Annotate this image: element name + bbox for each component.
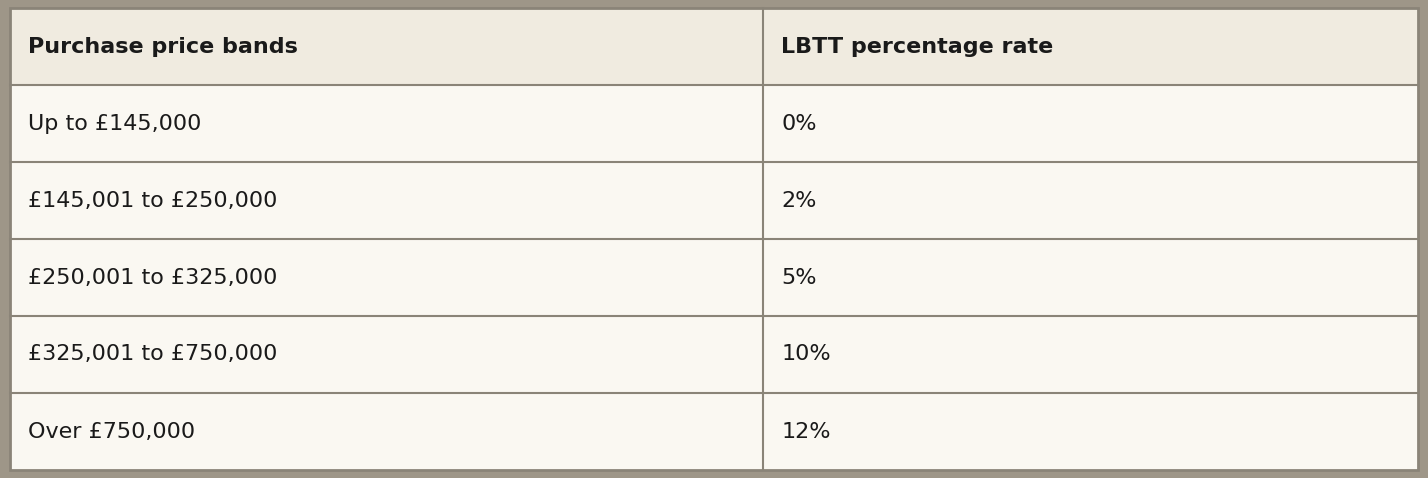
Text: Purchase price bands: Purchase price bands <box>29 36 298 56</box>
Text: Over £750,000: Over £750,000 <box>29 422 196 442</box>
Text: LBTT percentage rate: LBTT percentage rate <box>781 36 1054 56</box>
Bar <box>764 393 1418 470</box>
Text: 10%: 10% <box>781 345 831 365</box>
Bar <box>764 316 1418 393</box>
Bar <box>10 8 764 85</box>
Bar <box>10 239 764 316</box>
Text: 5%: 5% <box>781 268 817 287</box>
Bar <box>764 8 1418 85</box>
Text: 2%: 2% <box>781 191 817 210</box>
Bar <box>10 316 764 393</box>
Bar <box>10 393 764 470</box>
Bar <box>764 239 1418 316</box>
Bar <box>10 85 764 162</box>
Text: 0%: 0% <box>781 113 817 133</box>
Text: £145,001 to £250,000: £145,001 to £250,000 <box>29 191 277 210</box>
Bar <box>764 162 1418 239</box>
Text: £325,001 to £750,000: £325,001 to £750,000 <box>29 345 277 365</box>
Text: Up to £145,000: Up to £145,000 <box>29 113 201 133</box>
Bar <box>764 85 1418 162</box>
Bar <box>10 162 764 239</box>
Text: 12%: 12% <box>781 422 831 442</box>
Text: £250,001 to £325,000: £250,001 to £325,000 <box>29 268 277 287</box>
